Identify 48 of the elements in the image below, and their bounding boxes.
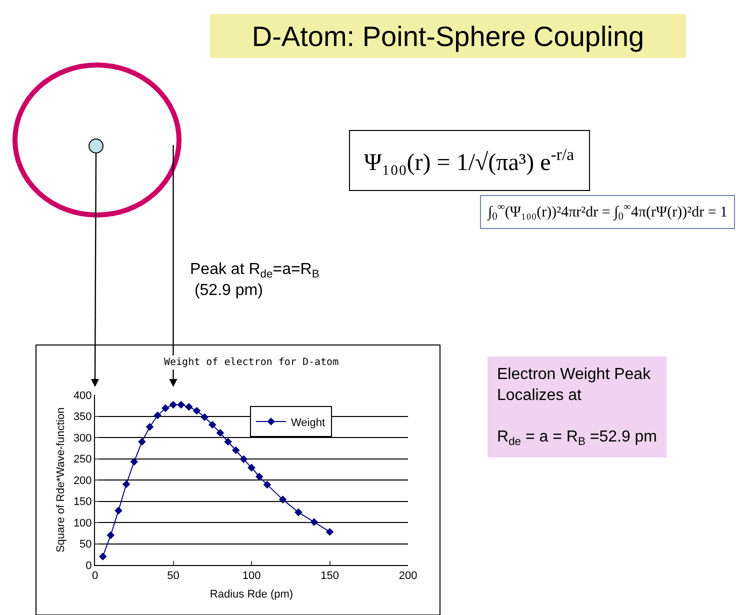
text: Ψ₁₀₀(r) = 1/√(πa³) e$^{-r/a}$ [364,145,575,176]
point [310,518,318,526]
legend-label: Weight [291,416,326,429]
point [138,438,146,446]
text: Peak at R$_{de}$=a=R$_{B}$ (52.9 pm) [190,261,320,299]
y-tick-label: 50 [80,538,92,551]
point [122,480,130,488]
x-tick-label: 50 [167,570,180,582]
point [98,552,107,560]
point [114,506,122,514]
point [130,458,138,466]
point [154,412,162,420]
text: ∫$_{0}$$^{∞}$(Ψ₁₀₀(r))²4πr²dr = ∫$_{0}$$^{∞}$4π(rΨ(r))²dr = 1 [487,202,728,222]
point [106,531,115,540]
y-tick-label: 350 [73,411,92,424]
y-tick-label: 200 [73,474,92,487]
point [216,428,224,437]
point [326,528,334,536]
x-tick-label: 150 [320,570,339,582]
text: Electron Weight Peak Localizes at R$_{de}$ = a = R$_{B}$ =52.9 pm [497,366,658,448]
x-tick-label: 200 [398,570,418,582]
point [263,480,272,489]
point [278,496,287,504]
y-axis-title: Square of Rde*Wave-function [55,407,68,553]
x-tick-label: 100 [242,570,261,582]
point [255,472,264,480]
point [146,422,154,431]
y-tick-label: 100 [73,517,92,530]
y-tick-label: 400 [73,390,92,402]
chart-subtitle: Weight of electron for D-atom [164,357,339,368]
point [169,400,178,409]
point [162,404,170,412]
point [200,413,208,421]
y-tick-label: 150 [73,496,92,508]
point [177,400,185,409]
point [192,406,201,415]
point [224,438,232,446]
point [248,464,256,472]
y-tick-label: 300 [73,432,92,444]
x-axis-title: Radius Rde (pm) [210,588,294,600]
y-tick-label: 250 [73,454,92,466]
chart-title: D-Atom: Point-Sphere Coupling [252,20,644,52]
point [208,420,216,429]
point [232,446,240,454]
point [185,403,193,411]
point [294,508,302,516]
point [240,455,248,464]
y-tick-label: 0 [86,560,92,572]
